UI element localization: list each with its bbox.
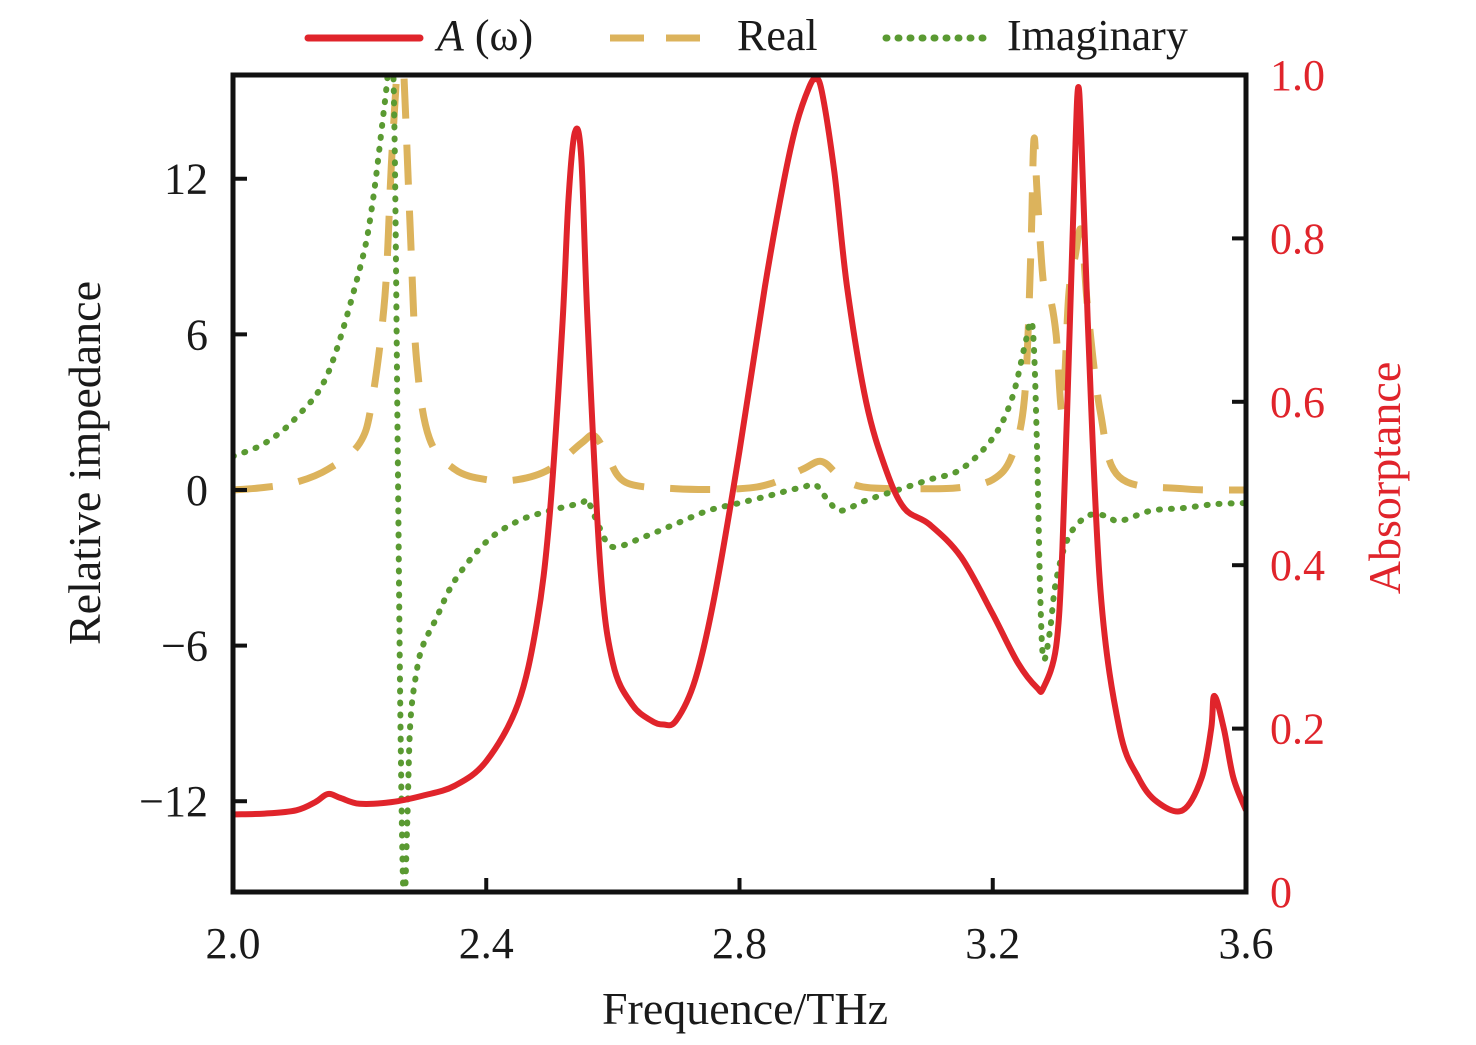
legend-label-absorptance: A (ω) — [434, 11, 533, 60]
x-tick-label: 2.8 — [712, 919, 767, 968]
y-left-axis-ticks: 12 6 0 −6 −12 — [139, 155, 247, 826]
legend: A (ω) Real Imaginary — [304, 11, 1188, 60]
x-tick-label: 2.0 — [206, 919, 261, 968]
series-absorptance-line — [233, 75, 1246, 818]
legend-label-absorptance-symbol: A — [434, 11, 465, 60]
y-left-tick-label: −12 — [139, 777, 208, 826]
y-right-axis-ticks: 1.0 0.8 0.6 0.4 0.2 0 — [1232, 51, 1325, 917]
y-right-tick-label: 1.0 — [1270, 51, 1325, 100]
x-axis-ticks: 2.0 2.4 2.8 3.2 3.6 — [206, 878, 1274, 968]
y-right-tick-label: 0 — [1270, 868, 1292, 917]
x-axis-title: Frequence/THz — [602, 983, 888, 1034]
series-imaginary-line — [233, 75, 1246, 892]
y-right-tick-label: 0.4 — [1270, 541, 1325, 590]
series-real-line — [233, 75, 1246, 494]
y-right-tick-label: 0.2 — [1270, 705, 1325, 754]
y-left-tick-label: −6 — [161, 622, 208, 671]
y-left-axis-title: Relative impedance — [59, 281, 110, 645]
y-right-tick-label: 0.8 — [1270, 214, 1325, 263]
y-left-tick-label: 6 — [186, 310, 208, 359]
x-tick-label: 3.6 — [1219, 919, 1274, 968]
y-left-tick-label: 12 — [164, 155, 208, 204]
y-left-tick-label: 0 — [186, 466, 208, 515]
x-tick-label: 2.4 — [459, 919, 514, 968]
legend-label-absorptance-arg: (ω) — [464, 11, 533, 60]
y-right-axis-title: Absorptance — [1359, 362, 1410, 594]
y-right-tick-label: 0.6 — [1270, 378, 1325, 427]
x-tick-label: 3.2 — [965, 919, 1020, 968]
legend-label-imaginary: Imaginary — [1007, 11, 1188, 60]
legend-label-real: Real — [737, 11, 818, 60]
